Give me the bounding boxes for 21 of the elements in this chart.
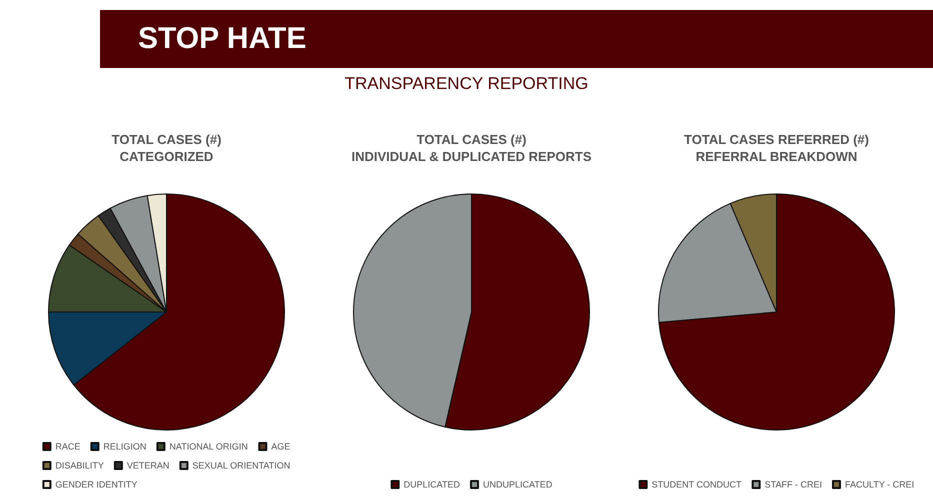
legend-label: UNDUPLICATED (483, 480, 553, 490)
legend-label: DUPLICATED (404, 480, 460, 490)
legend-label: VETERAN (126, 460, 170, 470)
text: STOP HATE (138, 22, 306, 56)
chart-subtitle: INDIVIDUAL & DUPLICATED REPORTS (351, 149, 592, 164)
legend-label: RACE (55, 442, 80, 452)
chart-subtitle: CATEGORIZED (120, 149, 214, 164)
chart-title: TOTAL CASES (#) (112, 132, 222, 147)
legend-label: GENDER IDENTITY (55, 480, 138, 490)
chart-title: TOTAL CASES (#) (416, 132, 526, 147)
chart-title: TOTAL CASES REFERRED (#) (684, 132, 869, 147)
legend-label: RELIGION (103, 442, 146, 452)
legend-label: STAFF - CREI (764, 480, 822, 490)
legend-label: FACULTY - CREI (844, 480, 914, 490)
legend-label: DISABILITY (55, 460, 104, 470)
legend-label: STUDENT CONDUCT (652, 480, 742, 490)
text: TRANSPARENCY REPORTING (344, 74, 590, 94)
legend-label: SEXUAL ORIENTATION (192, 460, 290, 470)
chart-subtitle: REFERRAL BREAKDOWN (696, 149, 858, 164)
legend-label: AGE (271, 442, 290, 452)
legend-label: NATIONAL ORIGIN (169, 442, 248, 452)
